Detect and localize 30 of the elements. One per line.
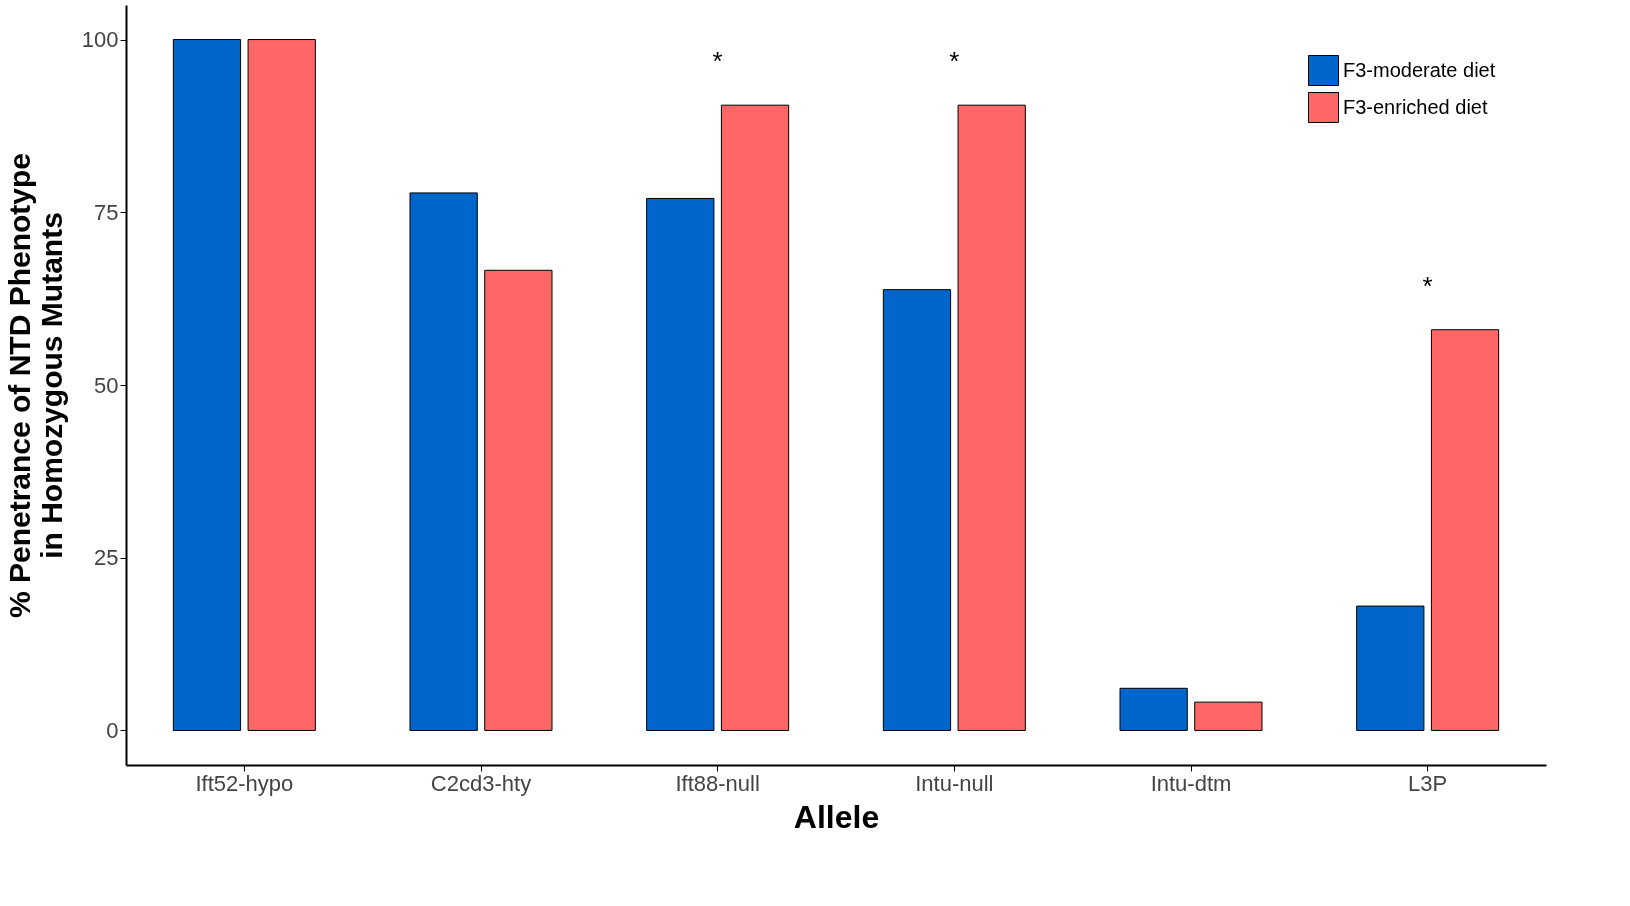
legend-label: F3-moderate diet [1343, 58, 1496, 81]
x-tick-label: C2cd3-hty [430, 770, 532, 796]
bar [1194, 701, 1263, 731]
bar [1119, 687, 1188, 731]
x-tick-label: L3P [1408, 770, 1448, 796]
bar [247, 39, 316, 731]
y-axis-title: % Penetrance of NTD Phenotype in Homozygous Mutants [2, 152, 68, 619]
bar [409, 192, 478, 731]
bar [1356, 605, 1425, 731]
bar [172, 39, 242, 731]
legend-label: F3-enriched diet [1343, 95, 1488, 118]
bar [957, 104, 1026, 731]
bar [720, 104, 790, 731]
annotation: * [712, 46, 723, 77]
bar [1430, 329, 1500, 731]
annotation: * [1422, 270, 1433, 301]
bar [882, 289, 952, 731]
bar [646, 197, 715, 731]
bar [484, 269, 553, 731]
y-tick-label: 50 [94, 372, 119, 398]
y-tick-label: 0 [106, 717, 119, 743]
annotation: * [949, 46, 960, 77]
y-tick-label: 75 [94, 199, 119, 225]
x-tick-label: Ift52-hypo [195, 770, 294, 796]
y-tick-label: 100 [81, 27, 119, 53]
x-axis-title: Allele [793, 798, 880, 835]
x-tick-label: Intu-null [915, 770, 994, 796]
x-tick-label: Ift88-null [675, 770, 760, 796]
y-tick-label: 25 [94, 545, 119, 571]
x-tick-label: Intu-dtm [1150, 770, 1232, 796]
